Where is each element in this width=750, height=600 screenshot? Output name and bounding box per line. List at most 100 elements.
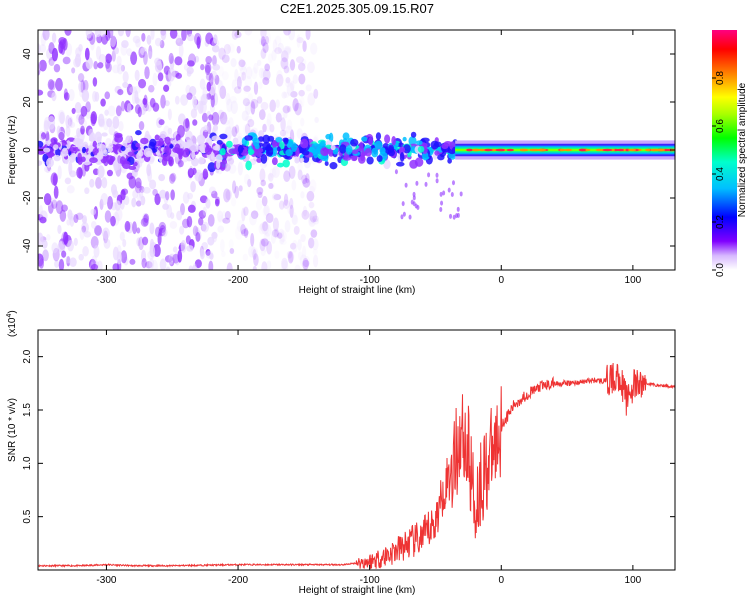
spectrogram-blob: [452, 214, 456, 220]
spectrogram-band-blob: [422, 151, 429, 161]
spectrogram-band-blob: [383, 159, 391, 170]
x-tick-label: 100: [625, 275, 642, 286]
spectrogram-blob: [135, 38, 141, 48]
spectrogram-blob: [266, 113, 272, 127]
spectrogram-blob: [126, 103, 132, 114]
spectrogram-blob: [283, 111, 288, 119]
spectrogram-blob: [73, 213, 79, 224]
spectrogram-blob: [270, 181, 275, 190]
spectrogram-band-blob: [351, 149, 359, 155]
spectrogram-blob: [125, 30, 131, 38]
spectrogram-blob: [149, 179, 157, 190]
spectrogram-blob: [223, 188, 231, 203]
spectrogram-blob: [262, 221, 268, 232]
spectrogram-band-blob: [140, 137, 149, 145]
spectrogram-blob: [198, 217, 204, 226]
spectrogram-blob: [297, 62, 306, 72]
spectrogram-blob: [275, 73, 284, 87]
spectrogram-blob: [161, 228, 168, 237]
spectrogram-blob: [261, 261, 268, 270]
spectrogram-blob: [167, 67, 176, 82]
spectrogram-band-blob: [437, 154, 445, 161]
spectrogram-band-blob: [220, 148, 226, 156]
spectrogram-blob: [174, 95, 180, 105]
spectrogram-blob: [163, 84, 170, 92]
spectrogram-blob: [284, 220, 291, 233]
spectrogram-band-blob: [387, 144, 395, 154]
spectrogram-peak: [602, 148, 613, 152]
spectrogram-blob: [214, 198, 220, 207]
spectrogram-blob: [142, 186, 151, 194]
spectrogram-blob: [282, 105, 290, 114]
spectrogram-blob: [212, 231, 218, 243]
spectrogram-band-blob: [257, 136, 265, 142]
spectrogram-blob: [140, 249, 147, 263]
spectrogram-blob: [106, 169, 113, 177]
spectrogram-band-blob: [55, 147, 61, 157]
spectrogram-blob: [201, 221, 210, 233]
spectrogram-blob: [135, 200, 142, 207]
spectrogram-blob: [439, 207, 443, 213]
spectrogram-blob: [459, 191, 463, 197]
x-tick-label: -200: [228, 275, 248, 286]
spectrogram-blob: [196, 36, 201, 49]
spectrogram-blob: [307, 92, 316, 106]
colorbar-ticks: 0.0 0.2 0.4 0.6 0.8: [712, 71, 726, 277]
spectrogram-blob: [245, 66, 253, 80]
spectrogram-blob: [132, 189, 139, 199]
spectrogram-blob: [65, 114, 71, 129]
spectrogram-blob: [176, 210, 183, 221]
spectrogram-blob: [297, 99, 303, 109]
spectrogram-blob: [222, 119, 230, 126]
spectrogram-blob: [281, 91, 287, 99]
spectrogram-blob: [142, 213, 148, 226]
snr-scale-exponent: 4: [6, 314, 13, 318]
spectrogram-blob: [114, 47, 119, 55]
spectrogram-blob: [218, 66, 224, 77]
spectrogram-blob: [260, 48, 267, 60]
spectrogram-blob: [221, 54, 230, 64]
spectrogram-blob: [296, 128, 303, 139]
spectrogram-band-blob: [300, 138, 309, 149]
spectrogram-blob: [41, 239, 48, 249]
spectrogram-blob: [217, 225, 225, 233]
spectrogram-blob: [129, 258, 136, 265]
spectrogram-blob: [221, 250, 226, 258]
spectrogram-blob: [80, 125, 85, 135]
spectrogram-blob: [234, 226, 243, 240]
spectrogram-blob: [204, 64, 211, 76]
spectrogram-blob: [152, 188, 158, 197]
spectrogram-band-blob: [285, 149, 293, 157]
spectrogram-band-blob: [328, 132, 334, 143]
spectrogram-blob: [285, 125, 293, 134]
spectrogram-blob: [244, 123, 251, 135]
spectrogram-blob: [221, 210, 227, 223]
spectrogram-blob: [404, 182, 408, 188]
spectrogram-blob: [284, 47, 292, 56]
spectrogram-blob: [247, 118, 255, 128]
spectrogram-blob: [73, 57, 81, 68]
spectrogram-blob: [118, 121, 124, 132]
spectrogram-blob: [120, 100, 126, 112]
spectrogram-blob: [296, 34, 301, 48]
spectrogram-blob: [312, 215, 319, 223]
spectrogram-band-blob: [127, 151, 135, 156]
spectrogram-blob: [64, 177, 72, 185]
spectrogram-blob: [447, 187, 451, 193]
spectrogram-blob: [266, 240, 273, 255]
spectrogram-blob: [301, 58, 307, 66]
spectrogram-blob: [204, 62, 212, 74]
spectrogram-blob: [261, 38, 267, 46]
spectrogram-blob: [105, 62, 112, 73]
spectrogram-blob: [104, 109, 109, 116]
spectrogram-blob: [238, 58, 244, 72]
spectrogram-blob: [78, 253, 84, 261]
spectrogram-band-blob: [417, 145, 425, 153]
spectrogram-blob: [98, 118, 105, 128]
spectrogram-blob: [228, 158, 235, 165]
spectrogram-blob: [269, 124, 275, 133]
spectrogram-blob: [200, 64, 205, 71]
spectrogram-blob: [148, 257, 155, 269]
spectrogram-blob: [280, 117, 286, 132]
spectrogram-band-blob: [311, 143, 321, 149]
